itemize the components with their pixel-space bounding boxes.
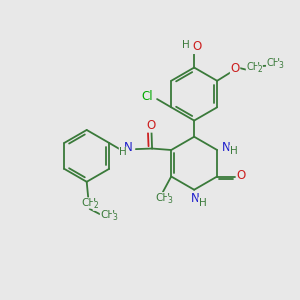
Text: 3: 3 bbox=[112, 213, 117, 222]
Text: 2: 2 bbox=[93, 201, 98, 210]
Text: O: O bbox=[237, 169, 246, 182]
Text: H: H bbox=[199, 198, 206, 208]
Text: N: N bbox=[191, 192, 200, 205]
Text: H: H bbox=[182, 40, 190, 50]
Text: CH: CH bbox=[267, 58, 281, 68]
Text: N: N bbox=[222, 141, 230, 154]
Text: H: H bbox=[119, 147, 127, 158]
Text: 3: 3 bbox=[278, 61, 283, 70]
Text: O: O bbox=[230, 62, 240, 75]
Text: 3: 3 bbox=[167, 196, 172, 205]
Text: H: H bbox=[230, 146, 238, 156]
Text: CH: CH bbox=[246, 62, 260, 72]
Text: O: O bbox=[146, 119, 155, 132]
Text: CH: CH bbox=[81, 198, 96, 208]
Text: O: O bbox=[192, 40, 201, 53]
Text: CH: CH bbox=[100, 210, 116, 220]
Text: 2: 2 bbox=[258, 65, 262, 74]
Text: CH: CH bbox=[155, 193, 170, 203]
Text: Cl: Cl bbox=[141, 90, 153, 103]
Text: N: N bbox=[124, 141, 133, 154]
